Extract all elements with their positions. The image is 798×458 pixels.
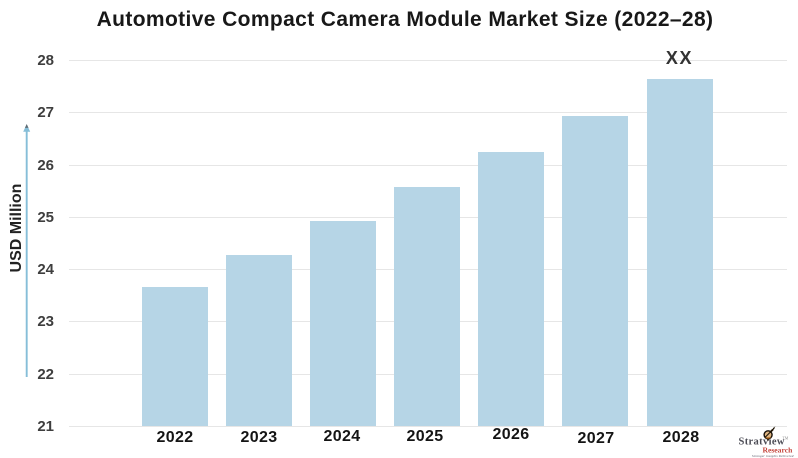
svg-text:TM: TM [783, 437, 789, 441]
svg-text:Research: Research [763, 446, 794, 455]
svg-text:Stronger insights Delivered: Stronger insights Delivered [752, 454, 794, 458]
svg-text:Stratview: Stratview [739, 437, 785, 448]
